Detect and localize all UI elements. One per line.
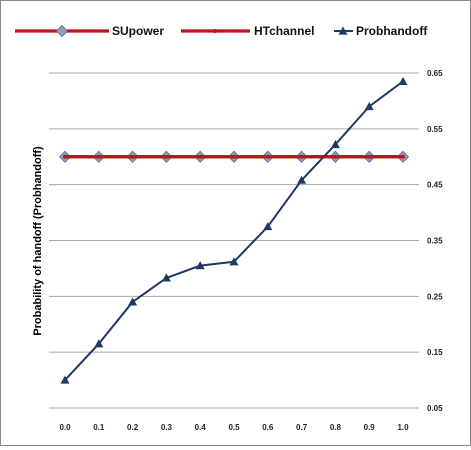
series-line-probhandoff xyxy=(64,80,404,381)
legend-label-supower: SUpower xyxy=(112,24,164,38)
point-probhandoff-1 xyxy=(94,339,104,348)
x-tick-label-8: 0.8 xyxy=(330,423,342,432)
point-probhandoff-10 xyxy=(398,76,408,85)
point-htchannel-9 xyxy=(367,154,372,159)
series-probhandoff xyxy=(60,76,408,384)
point-probhandoff-9 xyxy=(364,102,374,111)
point-probhandoff-6 xyxy=(263,222,273,231)
y-tick-label-3: 0.35 xyxy=(427,237,443,246)
x-axis-ticks: 0.0 0.1 0.2 0.3 0.4 0.5 0.6 0.7 0.8 0.9 1.0 xyxy=(59,423,409,432)
point-probhandoff-8 xyxy=(330,139,340,149)
legend-label-htchannel: HTchannel xyxy=(254,24,314,38)
y-axis-ticks: 0.05 0.15 0.25 0.35 0.45 0.55 0.65 xyxy=(427,69,443,413)
legend-item-probhandoff: Probhandoff xyxy=(334,24,428,38)
x-tick-label-6: 0.6 xyxy=(262,423,274,432)
y-axis-label: Probability of handoff (Probhandoff) xyxy=(32,146,44,336)
legend-swatch-marker-htchannel xyxy=(213,29,217,33)
point-htchannel-4 xyxy=(198,154,203,159)
point-probhandoff-0 xyxy=(60,375,70,384)
grid-lines xyxy=(49,72,419,409)
point-htchannel-8 xyxy=(333,154,338,159)
point-probhandoff-4 xyxy=(195,261,205,270)
y-tick-label-5: 0.55 xyxy=(427,125,443,134)
series-htchannel xyxy=(63,154,405,159)
legend-item-htchannel: HTchannel xyxy=(181,24,314,38)
point-htchannel-7 xyxy=(299,154,304,159)
x-tick-label-3: 0.3 xyxy=(161,423,173,432)
x-tick-label-2: 0.2 xyxy=(127,423,139,432)
y-tick-label-1: 0.15 xyxy=(427,348,443,357)
x-tick-label-5: 0.5 xyxy=(228,423,240,432)
point-htchannel-6 xyxy=(265,154,270,159)
legend-swatch-marker-supower xyxy=(55,24,69,38)
point-htchannel-1 xyxy=(96,154,101,159)
point-htchannel-5 xyxy=(232,154,236,159)
y-tick-label-4: 0.45 xyxy=(427,181,443,190)
point-htchannel-2 xyxy=(130,154,135,159)
point-probhandoff-7 xyxy=(297,175,307,184)
x-tick-label-0: 0.0 xyxy=(59,423,71,432)
point-probhandoff-5 xyxy=(229,257,239,266)
point-htchannel-10 xyxy=(401,154,405,159)
y-tick-label-0: 0.05 xyxy=(427,404,443,413)
x-tick-label-4: 0.4 xyxy=(195,423,207,432)
point-htchannel-0 xyxy=(63,154,67,159)
point-probhandoff-3 xyxy=(161,273,171,282)
x-tick-label-7: 0.7 xyxy=(296,423,308,432)
x-tick-label-9: 0.9 xyxy=(364,423,376,432)
y-tick-label-6: 0.65 xyxy=(427,69,443,78)
legend-item-supower: SUpower xyxy=(15,24,164,38)
series-layer xyxy=(58,76,410,384)
y-tick-label-2: 0.25 xyxy=(427,292,443,301)
point-probhandoff-2 xyxy=(128,297,138,306)
x-tick-label-1: 0.1 xyxy=(93,423,105,432)
legend-label-probhandoff: Probhandoff xyxy=(356,24,428,38)
x-tick-label-10: 1.0 xyxy=(397,423,409,432)
legend-swatch-marker-probhandoff xyxy=(338,26,348,35)
point-htchannel-3 xyxy=(164,154,169,159)
legend: SUpower HTchannel Probhandoff xyxy=(15,24,428,38)
